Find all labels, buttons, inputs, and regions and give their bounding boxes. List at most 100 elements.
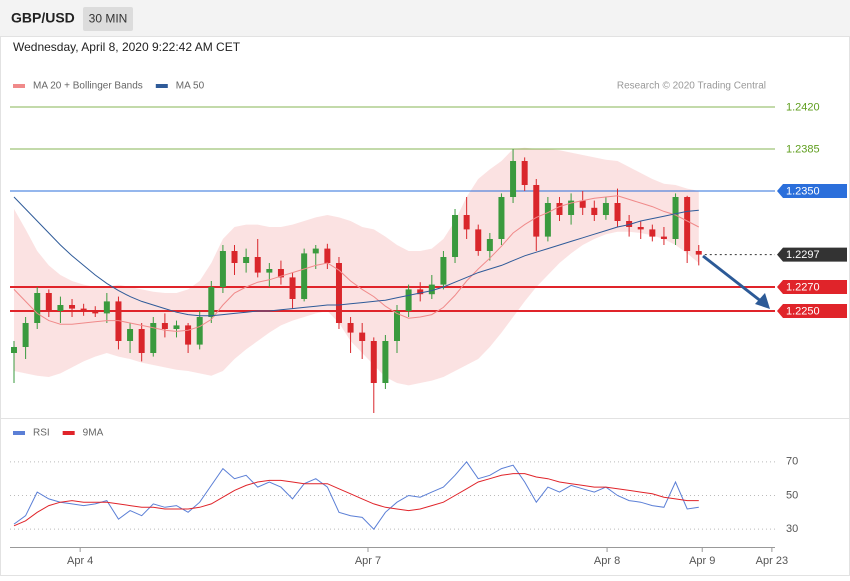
candle-body bbox=[556, 203, 563, 215]
candle-body bbox=[324, 248, 331, 263]
candle-body bbox=[463, 215, 470, 230]
candle-body bbox=[684, 197, 691, 251]
candle-body bbox=[452, 215, 459, 257]
candle-body bbox=[382, 341, 389, 383]
y-tick-label: 50 bbox=[786, 489, 798, 501]
candle-body bbox=[498, 197, 505, 239]
candle-body bbox=[521, 161, 528, 185]
rsi-line bbox=[13, 473, 699, 527]
candle-body bbox=[347, 323, 354, 333]
level-label: 1.2385 bbox=[786, 143, 820, 155]
candle-body bbox=[254, 257, 261, 273]
candle-body bbox=[591, 207, 598, 215]
legend-swatch bbox=[13, 431, 25, 435]
candle-body bbox=[57, 305, 64, 311]
candle-body bbox=[660, 236, 667, 239]
candle-body bbox=[185, 325, 192, 345]
legend-swatch bbox=[155, 84, 168, 88]
legend-swatch bbox=[13, 84, 25, 88]
candle-body bbox=[150, 323, 157, 353]
legend-label: 9MA bbox=[83, 428, 104, 439]
candle-body bbox=[196, 317, 203, 345]
candle-body bbox=[440, 257, 447, 285]
candle-body bbox=[138, 329, 145, 353]
x-tick-label: Apr 4 bbox=[67, 555, 93, 567]
candle-body bbox=[266, 269, 273, 273]
candle-body bbox=[626, 221, 633, 227]
level-box bbox=[777, 184, 847, 198]
candle-body bbox=[486, 239, 493, 251]
level-box bbox=[777, 280, 847, 294]
candle-body bbox=[475, 229, 482, 251]
level-label: 1.2420 bbox=[786, 101, 820, 113]
candle-body bbox=[208, 287, 215, 317]
candle-body bbox=[695, 251, 702, 255]
y-tick-label: 70 bbox=[786, 456, 798, 468]
header-bar bbox=[0, 0, 850, 36]
level-label: 1.2297 bbox=[786, 249, 820, 261]
x-tick-label: Apr 23 bbox=[756, 555, 788, 567]
candle-body bbox=[614, 203, 621, 221]
level-label: 1.2270 bbox=[786, 281, 820, 293]
candle-body bbox=[219, 251, 226, 287]
legend-label: RSI bbox=[33, 428, 50, 439]
candle-body bbox=[11, 347, 17, 353]
forecast-arrow bbox=[702, 254, 763, 304]
candle-body bbox=[579, 200, 586, 208]
candle-body bbox=[115, 301, 122, 341]
candle-body bbox=[335, 263, 342, 323]
ma-line bbox=[13, 195, 700, 332]
candle-body bbox=[301, 253, 308, 299]
ma-line bbox=[13, 196, 699, 317]
candle-body bbox=[289, 277, 296, 299]
x-tick-label: Apr 7 bbox=[355, 555, 381, 567]
candle-body bbox=[92, 311, 99, 314]
candle-body bbox=[637, 227, 644, 230]
level-label: 1.2350 bbox=[786, 185, 820, 197]
level-box bbox=[777, 304, 847, 318]
rsi-panel: RSI 9MA 30 50 70 Apr 4 Apr 7 Apr 8 Apr 9 Apr 23 bbox=[10, 428, 798, 567]
candle-body bbox=[127, 329, 134, 341]
candle-body bbox=[34, 293, 41, 323]
level-label: 1.2250 bbox=[786, 305, 820, 317]
symbol: GBP/USD bbox=[11, 10, 75, 26]
candle-body bbox=[510, 161, 517, 197]
candle-body bbox=[45, 293, 52, 311]
candle-body bbox=[103, 301, 110, 314]
candle-body bbox=[672, 197, 679, 239]
x-tick-label: Apr 8 bbox=[594, 555, 620, 567]
level-box bbox=[777, 247, 847, 262]
candle-body bbox=[649, 229, 656, 237]
candle-body bbox=[161, 323, 168, 329]
candle-body bbox=[231, 251, 238, 263]
timestamp: Wednesday, April 8, 2020 9:22:42 AM CET bbox=[13, 40, 241, 54]
candle-body bbox=[69, 305, 76, 309]
candle-body bbox=[602, 203, 609, 215]
candle-body bbox=[173, 325, 180, 329]
timeframe[interactable]: 30 MIN bbox=[89, 12, 128, 26]
rsi-line bbox=[13, 460, 699, 530]
forecast-arrow-head bbox=[755, 293, 770, 309]
candle-body bbox=[312, 248, 319, 254]
candle-body bbox=[428, 284, 435, 295]
candle-body bbox=[370, 341, 377, 383]
candle-body bbox=[417, 289, 424, 295]
timeframe-button[interactable] bbox=[83, 7, 133, 31]
price-panel: MA 20 + Bollinger Bands MA 50 1.2420 1.2385… bbox=[10, 81, 847, 413]
bollinger-band bbox=[14, 147, 699, 386]
candle-body bbox=[359, 332, 366, 341]
candle-body bbox=[544, 203, 551, 237]
candle-body bbox=[533, 185, 540, 237]
candle-body bbox=[277, 269, 284, 278]
candle-body bbox=[394, 311, 400, 341]
legend-label: MA 20 + Bollinger Bands bbox=[33, 81, 143, 92]
legend-label: MA 50 bbox=[176, 81, 205, 92]
attribution: Research © 2020 Trading Central bbox=[617, 81, 766, 92]
candle-body bbox=[22, 323, 29, 347]
candle-body bbox=[405, 289, 412, 311]
legend-swatch bbox=[62, 431, 75, 435]
candle-body bbox=[243, 257, 250, 263]
y-tick-label: 30 bbox=[786, 523, 798, 535]
